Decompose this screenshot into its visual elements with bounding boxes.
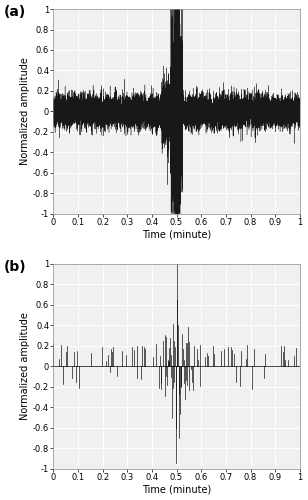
- Y-axis label: Normalized amplitude: Normalized amplitude: [20, 58, 30, 166]
- Y-axis label: Normalized amplitude: Normalized amplitude: [20, 312, 30, 420]
- Text: (a): (a): [4, 5, 26, 19]
- Text: (b): (b): [4, 260, 26, 274]
- X-axis label: Time (minute): Time (minute): [142, 484, 211, 494]
- X-axis label: Time (minute): Time (minute): [142, 230, 211, 239]
